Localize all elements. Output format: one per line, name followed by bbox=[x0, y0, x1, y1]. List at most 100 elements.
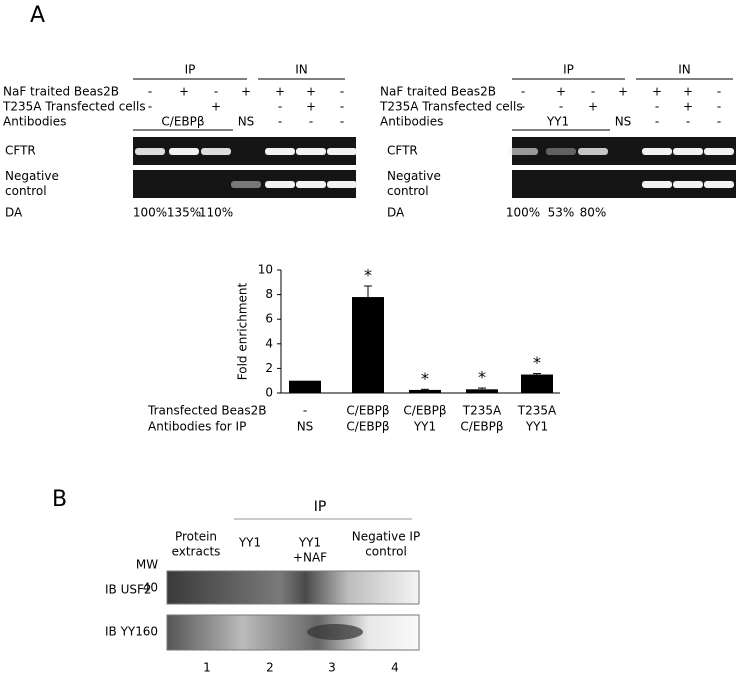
antibody: C/EBPβ bbox=[161, 115, 204, 129]
da-value: 100% bbox=[133, 206, 167, 220]
row-label: Antibodies bbox=[3, 115, 66, 129]
lane-sign: + bbox=[306, 85, 316, 99]
lane-number: 1 bbox=[203, 661, 211, 675]
lane-sign: - bbox=[717, 100, 721, 114]
gel-label: control bbox=[5, 184, 47, 198]
gel-band bbox=[231, 181, 261, 188]
lane-sign: - bbox=[309, 115, 313, 129]
x-tick-label: YY1 bbox=[525, 420, 548, 434]
significance-mark: * bbox=[533, 353, 541, 372]
lane-sign: + bbox=[556, 85, 566, 99]
panel-label: A bbox=[30, 3, 45, 28]
lane-sign: - bbox=[521, 85, 525, 99]
lane-sign: - bbox=[148, 100, 152, 114]
row-label: Antibodies for IP bbox=[148, 420, 246, 434]
x-tick-label: T235A bbox=[462, 404, 502, 418]
mw-value: 40 bbox=[143, 581, 158, 595]
x-tick-label: T235A bbox=[517, 404, 557, 418]
lane-sign: + bbox=[588, 100, 598, 114]
lane-sign: + bbox=[306, 100, 316, 114]
da-value: 110% bbox=[199, 206, 233, 220]
significance-mark: * bbox=[478, 368, 486, 387]
lane-number: 4 bbox=[391, 661, 399, 675]
lane-sign: - bbox=[278, 115, 282, 129]
gel-band bbox=[704, 181, 734, 188]
lane-sign: - bbox=[717, 115, 721, 129]
lane-number: 3 bbox=[328, 661, 336, 675]
lane-sign: - bbox=[591, 85, 595, 99]
gel-band bbox=[578, 148, 608, 155]
row-label: NaF traited Beas2B bbox=[380, 85, 496, 99]
lane-sign: - bbox=[655, 115, 659, 129]
row-label: T235A Transfected cells bbox=[379, 100, 523, 114]
da-label: DA bbox=[387, 206, 405, 220]
gel-band bbox=[704, 148, 734, 155]
gel-band bbox=[135, 148, 165, 155]
lane-sign: - bbox=[340, 100, 344, 114]
header: IN bbox=[678, 63, 691, 77]
x-tick-label: C/EBPβ bbox=[460, 420, 503, 434]
header: IN bbox=[295, 63, 308, 77]
lane-sign: - bbox=[686, 115, 690, 129]
gel-band bbox=[673, 148, 703, 155]
gel-band bbox=[642, 181, 672, 188]
lane-sign: + bbox=[652, 85, 662, 99]
lane-sign: - bbox=[214, 85, 218, 99]
da-value: 53% bbox=[548, 206, 575, 220]
lane-sign: - bbox=[340, 85, 344, 99]
gel-label: control bbox=[387, 184, 429, 198]
lane-sign: + bbox=[275, 85, 285, 99]
y-tick-label: 4 bbox=[265, 336, 273, 350]
gel-band bbox=[642, 148, 672, 155]
header: IP bbox=[185, 63, 196, 77]
y-axis-title: Fold enrichment bbox=[236, 283, 250, 381]
x-tick-label: YY1 bbox=[413, 420, 436, 434]
antibody: NS bbox=[615, 115, 632, 129]
lane-sign: - bbox=[717, 85, 721, 99]
gel-label: Negative bbox=[5, 169, 59, 183]
gel-band bbox=[296, 148, 326, 155]
gel-band bbox=[201, 148, 231, 155]
bar bbox=[466, 389, 498, 393]
blot-band bbox=[307, 624, 363, 640]
bar bbox=[289, 380, 321, 393]
blot-strip bbox=[166, 570, 420, 605]
da-value: 135% bbox=[167, 206, 201, 220]
lane-sign: - bbox=[521, 100, 525, 114]
da-value: 100% bbox=[506, 206, 540, 220]
gel-band bbox=[327, 181, 357, 188]
row-label: NaF traited Beas2B bbox=[3, 85, 119, 99]
lane-sign: - bbox=[340, 115, 344, 129]
lane-sign: - bbox=[278, 100, 282, 114]
y-tick-label: 6 bbox=[265, 312, 273, 326]
row-label: Antibodies bbox=[380, 115, 443, 129]
gel-band bbox=[673, 181, 703, 188]
gel-label: CFTR bbox=[387, 144, 418, 158]
da-label: DA bbox=[5, 206, 23, 220]
x-tick-label: NS bbox=[297, 420, 314, 434]
column-header: YY1 bbox=[298, 536, 321, 550]
blot-strip bbox=[166, 614, 420, 651]
lane-sign: + bbox=[683, 100, 693, 114]
gel-band bbox=[546, 148, 576, 155]
lane-sign: + bbox=[241, 85, 251, 99]
column-header: Negative IP bbox=[352, 530, 420, 544]
header: IP bbox=[563, 63, 574, 77]
antibody: YY1 bbox=[546, 115, 569, 129]
y-tick-label: 8 bbox=[265, 287, 273, 301]
header: IP bbox=[314, 499, 327, 515]
bar bbox=[409, 389, 441, 393]
column-header: Protein bbox=[175, 530, 217, 544]
column-header: extracts bbox=[172, 545, 221, 559]
x-tick-label: C/EBPβ bbox=[346, 420, 389, 434]
bar bbox=[521, 374, 553, 393]
gel-band bbox=[169, 148, 199, 155]
bar bbox=[352, 297, 384, 393]
row-label: Transfected Beas2B bbox=[147, 404, 267, 418]
x-tick-label: - bbox=[303, 404, 307, 418]
gel-band bbox=[265, 148, 295, 155]
